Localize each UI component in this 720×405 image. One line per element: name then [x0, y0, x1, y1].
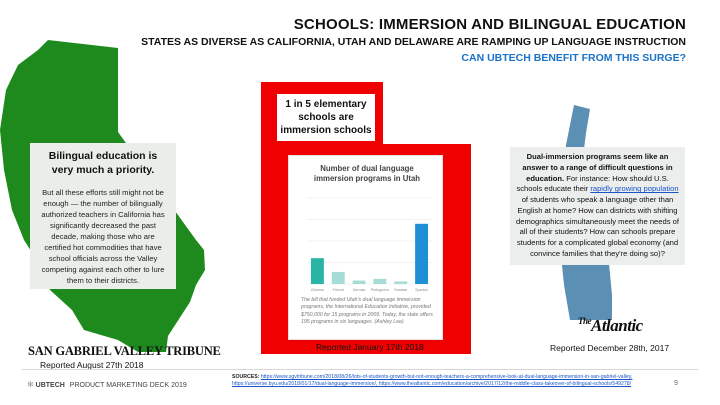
chart-title: Number of dual language immersion progra…: [313, 164, 421, 184]
delaware-heading: Dual-immersion programs seem like an ans…: [522, 152, 673, 183]
chart-caption: The bill that funded Utah's dual languag…: [301, 297, 433, 325]
sources: SOURCES: https://www.sgvtribune.com/2018…: [232, 374, 633, 388]
utah-chart-card: Number of dual language immersion progra…: [288, 155, 443, 340]
utah-reported-date: Reported January 17th 2018: [316, 342, 424, 352]
chart-bar-german: [352, 280, 366, 284]
footer-brand: ✻ UBTECH PRODUCT MARKETING DECK 2019: [27, 380, 187, 389]
delaware-body-post: of students who speak a language other t…: [516, 195, 679, 259]
chart-bar-spanish: [415, 223, 429, 284]
chart-x-tick-label: Chinese: [311, 288, 324, 292]
slide-question: CAN UBTECH BENEFIT FROM THIS SURGE?: [461, 52, 686, 64]
delaware-reported-date: Reported December 28th, 2017: [550, 343, 670, 353]
california-heading: Bilingual education is very much a prior…: [48, 150, 158, 176]
page-number: 9: [674, 380, 678, 387]
chart-x-tick-label: German: [353, 288, 366, 292]
delaware-body-pre: For instance: How should U.S. schools ed…: [516, 173, 669, 194]
bar-chart: Chinese French German Portuguese Russian Span…: [307, 197, 432, 292]
utah-heading: 1 in 5 elementary schools are immersion …: [277, 94, 375, 141]
chart-bar-portuguese: [373, 278, 387, 284]
sgv-tribune-logo: SAN GABRIEL VALLEY TRIBUNE: [28, 344, 221, 358]
chart-bar-russian: [394, 281, 408, 284]
rapidly-growing-population-link[interactable]: rapidly growing population: [590, 184, 679, 194]
footer-divider: [22, 369, 698, 370]
slide-subtitle: STATES AS DIVERSE AS CALIFORNIA, UTAH AN…: [141, 36, 686, 48]
chart-x-tick-label: Portuguese: [371, 288, 389, 292]
chart-x-tick-label: French: [333, 288, 344, 292]
chart-bar-french: [331, 271, 345, 284]
chart-x-tick-label: Russian: [394, 288, 407, 292]
chart-x-tick-label: Spanish: [415, 288, 428, 292]
slide-title: SCHOOLS: IMMERSION AND BILINGUAL EDUCATI…: [293, 16, 686, 33]
the-atlantic-logo: TheAtlantic: [578, 316, 643, 335]
ubtech-logo-icon: ✻: [27, 380, 34, 389]
source-links[interactable]: https://www.sgvtribune.com/2018/08/26/lo…: [232, 374, 633, 388]
delaware-card: Dual-immersion programs seem like an ans…: [510, 147, 685, 265]
california-reported-date: Reported August 27th 2018: [40, 360, 144, 370]
chart-bar-chinese: [310, 258, 324, 284]
california-card: Bilingual education is very much a prior…: [30, 143, 176, 289]
california-body: But all these efforts still might not be…: [41, 188, 165, 286]
